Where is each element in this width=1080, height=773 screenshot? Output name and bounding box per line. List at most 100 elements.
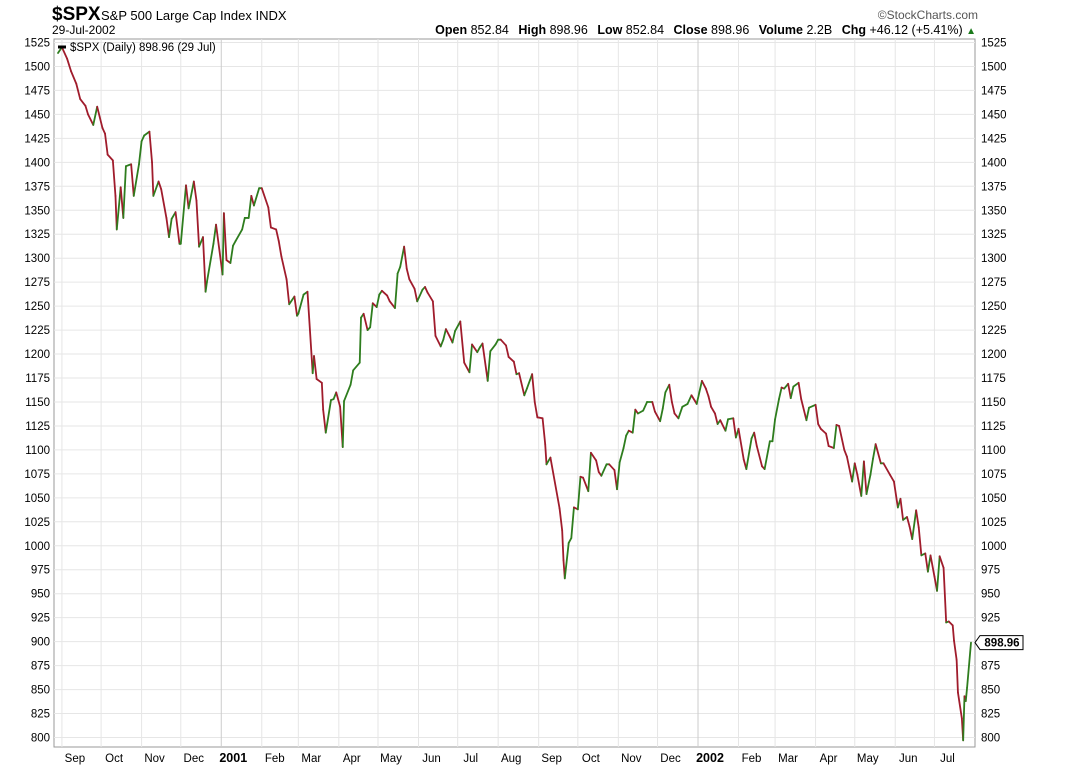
price-segment [906,516,911,528]
y-tick-label-left: 1350 [24,205,50,217]
price-segment [195,199,200,248]
price-segment [285,278,291,306]
price-segment [454,320,462,332]
price-segment [955,658,959,694]
price-segment [481,342,489,382]
change-value: +46.12 (+5.41%) [869,23,963,37]
price-segment [66,57,72,73]
open-value: 852.84 [470,23,509,37]
price-segment [70,70,78,85]
x-tick-label: May [857,753,879,765]
y-tick-label-left: 925 [31,613,50,625]
y-tick-label-left: 1250 [24,301,50,313]
x-tick-label: May [380,753,402,765]
price-segment [101,126,106,135]
price-segment [805,406,810,422]
y-tick-label-left: 875 [31,661,50,673]
price-segment [358,316,362,364]
price-segment [143,130,151,137]
price-segment [518,372,526,397]
plot-area [53,38,976,748]
price-segment [936,555,941,592]
price-segment [426,291,434,303]
price-segment [315,378,323,384]
price-segment [434,334,442,348]
price-segment [947,620,954,627]
y-tick-label-right: 1325 [981,229,1007,241]
price-segment [253,187,261,207]
price-segment [352,361,361,372]
price-segment [808,403,817,409]
y-tick-label-right: 1100 [981,445,1006,457]
price-segment [637,409,645,415]
close-value: 898.96 [711,23,750,37]
price-segment [277,240,283,258]
y-tick-label-left: 1500 [24,61,50,73]
price-segment [288,295,296,306]
price-segment [957,691,963,720]
price-segment [322,408,327,434]
y-tick-label-right: 1075 [981,469,1007,481]
x-tick-label: Feb [265,753,285,765]
price-segment [104,132,109,156]
price-segment [724,418,729,432]
price-segment [659,407,664,423]
price-segment [168,217,173,239]
y-tick-label-left: 1450 [24,109,50,121]
price-segment [157,180,163,191]
price-segment [926,554,932,573]
x-tick-label: Nov [144,753,165,765]
price-segment [570,506,575,540]
chart-date: 29-Jul-2002 [52,23,116,37]
y-tick-label-left: 1525 [24,38,50,50]
y-tick-label-left: 1100 [25,445,50,457]
price-segment [270,226,278,231]
price-segment [386,294,391,303]
y-tick-label-right: 1275 [981,277,1007,289]
price-segment [507,356,515,363]
x-tick-label: 2002 [696,751,724,765]
y-tick-label-right: 1500 [981,61,1007,73]
price-segment [787,382,792,400]
price-segment [622,434,628,449]
price-segment [293,295,298,317]
price-segment [561,529,565,562]
y-tick-label-left: 800 [31,733,50,745]
y-tick-label-right: 1050 [981,493,1007,505]
price-segment [631,408,637,434]
y-tick-label-left: 900 [31,637,50,649]
change-label: Chg [841,23,866,37]
price-segment [929,554,936,578]
y-tick-label-left: 1300 [24,253,50,265]
price-segment [523,387,528,397]
price-segment [872,443,877,460]
price-segment [625,429,630,437]
price-segment [87,113,95,126]
price-segment [549,456,561,510]
price-segment [962,695,966,742]
y-tick-label-right: 975 [981,565,1000,577]
price-segment [814,403,820,425]
x-tick-label: 2001 [219,751,247,765]
y-tick-label-left: 1125 [25,421,50,433]
high-label: High [518,23,547,37]
y-tick-label-right: 1450 [981,109,1007,121]
price-segment [349,369,355,386]
price-segment [459,320,466,364]
price-segment [853,462,859,476]
price-segment [862,460,868,495]
price-segment [911,509,918,540]
x-tick-label: Dec [660,753,681,765]
price-segment [819,427,827,435]
price-segment [505,344,510,358]
x-tick-label: Sep [65,753,85,765]
y-tick-label-right: 850 [981,685,1000,697]
price-segment [544,443,548,466]
price-segment [341,400,345,448]
price-segment [737,427,745,461]
price-segment [832,424,838,449]
x-tick-label: Jun [422,753,441,765]
y-tick-label-right: 1175 [981,373,1006,385]
price-segment [130,163,135,197]
y-tick-label-left: 975 [31,565,50,577]
